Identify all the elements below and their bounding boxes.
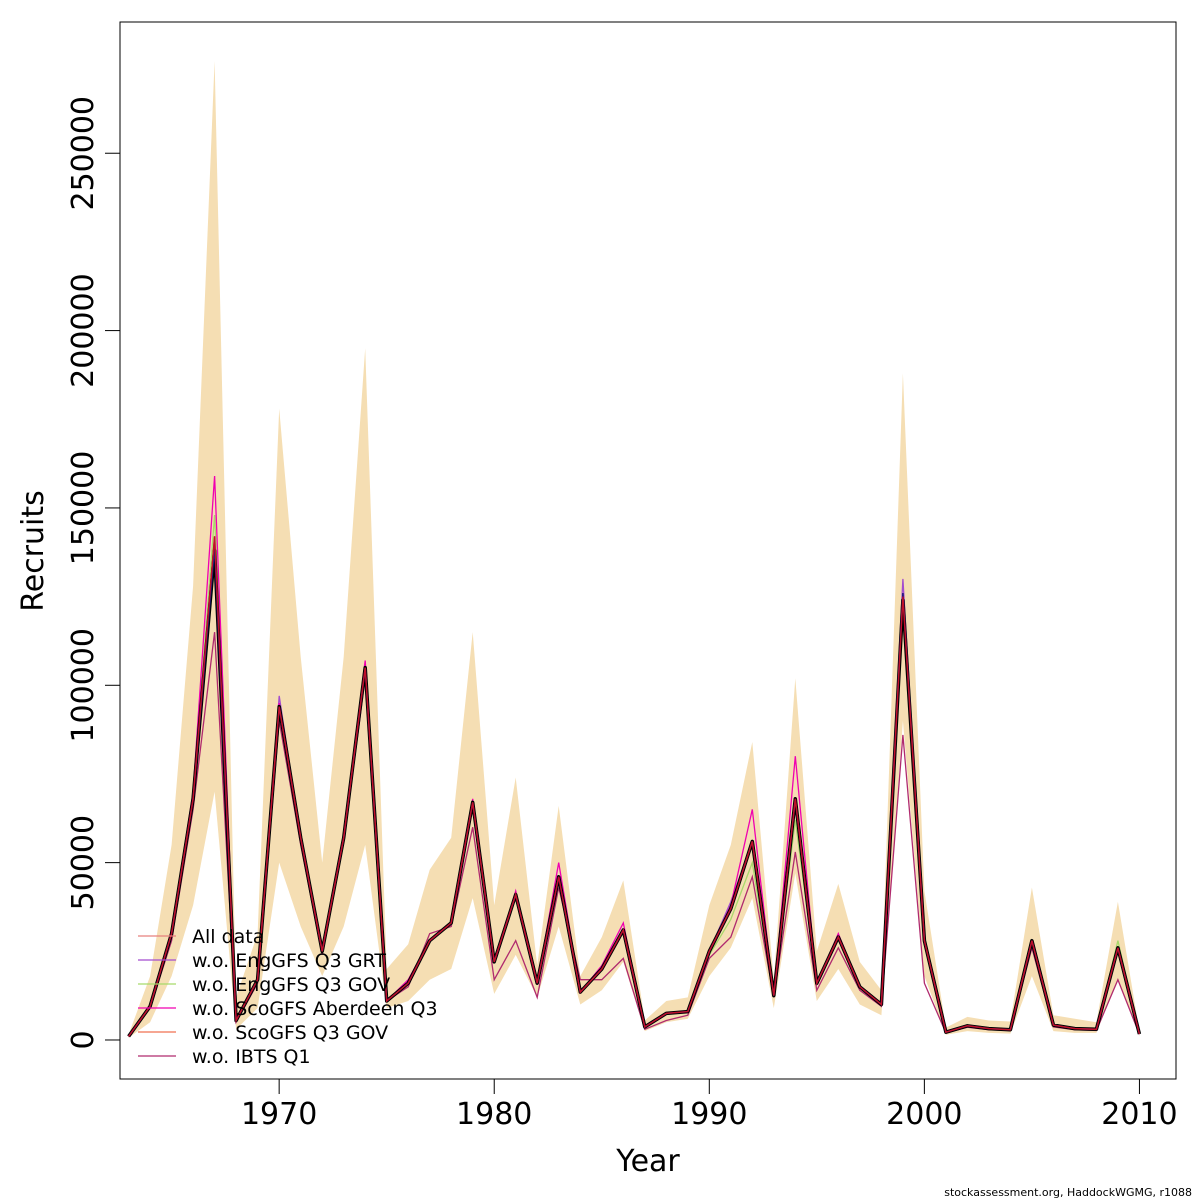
- legend-label-4: w.o. ScoGFS Q3 GOV: [192, 1022, 388, 1044]
- highlight-line-3: [127, 536, 1141, 1037]
- x-tick-label: 1990: [671, 1097, 747, 1132]
- legend-label-2: w.o. EngGFS Q3 GOV: [192, 974, 390, 996]
- attribution-text: stockassessment.org, HaddockWGMG, r1088: [944, 1186, 1192, 1199]
- x-axis-title: Year: [615, 1144, 680, 1179]
- y-tick-label: 100000: [66, 628, 101, 743]
- x-tick-label: 2010: [1101, 1097, 1177, 1132]
- legend-label-0: All data: [192, 926, 264, 948]
- y-axis: 0 50000 100000 150000 200000 250000: [66, 96, 121, 1050]
- legend-label-1: w.o. EngGFS Q3 GRT: [192, 950, 386, 972]
- y-tick-label: 250000: [66, 96, 101, 211]
- y-tick-label: 200000: [66, 273, 101, 388]
- x-tick-label: 2000: [886, 1097, 962, 1132]
- x-tick-label: 1980: [456, 1097, 532, 1132]
- x-axis: 1970 1980 1990 2000 2010: [241, 1078, 1178, 1132]
- confidence-band-layer: [128, 61, 1140, 1038]
- y-tick-label: 50000: [66, 815, 101, 910]
- confidence-band: [128, 61, 1140, 1038]
- y-tick-label: 0: [66, 1030, 101, 1049]
- legend-label-3: w.o. ScoGFS Aberdeen Q3: [192, 998, 438, 1020]
- x-tick-label: 1970: [241, 1097, 317, 1132]
- y-axis-title: Recruits: [16, 490, 51, 612]
- y-tick-label: 150000: [66, 451, 101, 566]
- legend-label-5: w.o. IBTS Q1: [192, 1046, 311, 1068]
- highlight-lines-layer: [127, 536, 1142, 1038]
